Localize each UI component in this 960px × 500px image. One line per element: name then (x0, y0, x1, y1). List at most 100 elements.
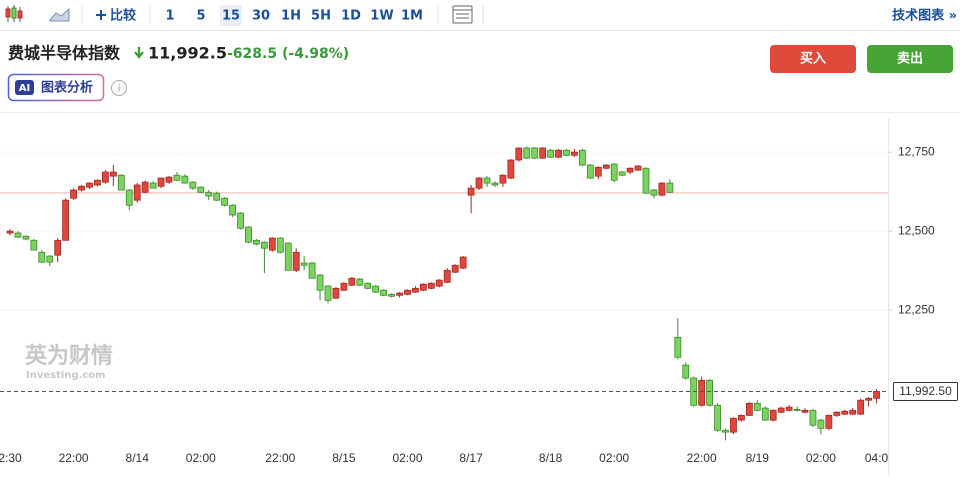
interval-option[interactable]: 1 (165, 9, 174, 24)
interval-option[interactable]: 1D (341, 9, 361, 24)
candle-body (738, 414, 745, 421)
candle-body (221, 197, 229, 206)
last-price: 11,992.5 (148, 44, 227, 63)
price-change: -628.5 (227, 46, 277, 62)
interval-option[interactable]: 15 (222, 9, 240, 24)
candle-body (857, 399, 865, 415)
candle-body (849, 409, 857, 415)
candle-body (86, 182, 93, 188)
x-tick-label: 8/14 (126, 451, 150, 465)
candle-body (419, 283, 427, 291)
candle-body (602, 164, 610, 169)
price-change-pct: (-4.98%) (282, 46, 349, 62)
candle-body (253, 239, 260, 245)
buy-button[interactable]: 买入 (770, 45, 856, 73)
area-icon[interactable] (49, 7, 70, 22)
x-tick-label: 02:00 (806, 451, 836, 465)
quote-header: 费城半导体指数 11,992.5 -628.5 (-4.98%) (8, 44, 349, 63)
candle-body (308, 262, 316, 279)
candle-body (6, 230, 14, 234)
ai-badge[interactable]: AI (19, 83, 30, 94)
candle-body (22, 235, 30, 240)
x-tick-label: 04:0 (865, 451, 889, 465)
candle-body (586, 164, 594, 179)
candle-body (769, 409, 777, 421)
candle-body (396, 292, 403, 296)
info-icon[interactable]: i (111, 80, 127, 96)
current-price-label: 11,992.50 (899, 384, 952, 398)
interval-option[interactable]: 1H (281, 9, 301, 24)
candle-body (491, 182, 499, 186)
candle-body (761, 407, 769, 421)
candle-body (610, 163, 618, 181)
x-tick-label: 02:00 (392, 451, 422, 465)
candle-body (579, 149, 586, 166)
candle-body (674, 336, 682, 358)
candle-body (324, 285, 332, 301)
interval-option[interactable]: 5 (196, 9, 205, 24)
candle-body (594, 166, 602, 177)
interval-option[interactable]: 5H (311, 9, 331, 24)
tech-chart-link[interactable]: 技术图表 » (892, 8, 957, 24)
sell-button[interactable]: 卖出 (867, 45, 953, 73)
candle-body (173, 174, 181, 181)
candle-body (507, 159, 515, 179)
candle-body (197, 186, 205, 193)
table-icon[interactable] (452, 5, 473, 24)
current-price-box (893, 382, 958, 402)
candle-body (634, 165, 642, 171)
candle-body (332, 287, 340, 299)
candle-body (404, 289, 411, 295)
instrument-name: 费城半导体指数 (8, 44, 121, 63)
interval-option[interactable]: 1W (370, 9, 393, 24)
candle-body (658, 182, 666, 196)
candle-body (380, 289, 388, 296)
candle-body (316, 274, 324, 291)
candle-body (698, 379, 706, 406)
candle-body (78, 185, 85, 191)
candle-body (714, 404, 721, 431)
candle-body (745, 402, 753, 416)
candle-body (46, 255, 54, 263)
candle-body (284, 242, 292, 271)
compare-button[interactable]: 比较 (96, 8, 136, 24)
watermark-cn: 英为财情 (25, 343, 113, 369)
candle-body (435, 279, 443, 287)
candle-body (833, 411, 841, 416)
candle-body (388, 293, 396, 297)
candle-body (292, 251, 300, 271)
y-tick-label: 12,250 (898, 302, 935, 316)
candle-body (515, 147, 523, 161)
candle-body (563, 149, 570, 156)
candle-body (682, 364, 690, 379)
candle-body (523, 147, 531, 159)
ai-label[interactable]: 图表分析 (41, 80, 93, 96)
candle-body (650, 189, 658, 196)
candle-body (483, 177, 491, 184)
sell-label[interactable]: 卖出 (897, 51, 923, 67)
compare-label[interactable]: 比较 (110, 8, 136, 24)
buy-label[interactable]: 买入 (800, 52, 826, 67)
ai-analysis-button[interactable]: AI 图表分析 (7, 73, 105, 102)
interval-option[interactable]: 1M (401, 9, 423, 24)
candle-body (777, 407, 785, 413)
candle-body (571, 151, 578, 156)
candle-body (229, 204, 237, 216)
candle-body (149, 182, 157, 189)
candle-body (427, 282, 435, 289)
x-tick-label: 2:30 (0, 451, 22, 465)
interval-option[interactable]: 30 (252, 9, 270, 24)
candle-icon[interactable] (5, 5, 23, 22)
candle-body (666, 182, 674, 193)
candle-body (133, 184, 141, 201)
down-arrow (134, 47, 144, 59)
candle-body (141, 181, 149, 193)
candle-body (245, 226, 252, 243)
candle-body (412, 287, 419, 293)
candle-body (109, 171, 117, 177)
candle-body (793, 408, 801, 411)
y-tick-label: 12,750 (898, 144, 935, 158)
candle-body (841, 410, 849, 415)
